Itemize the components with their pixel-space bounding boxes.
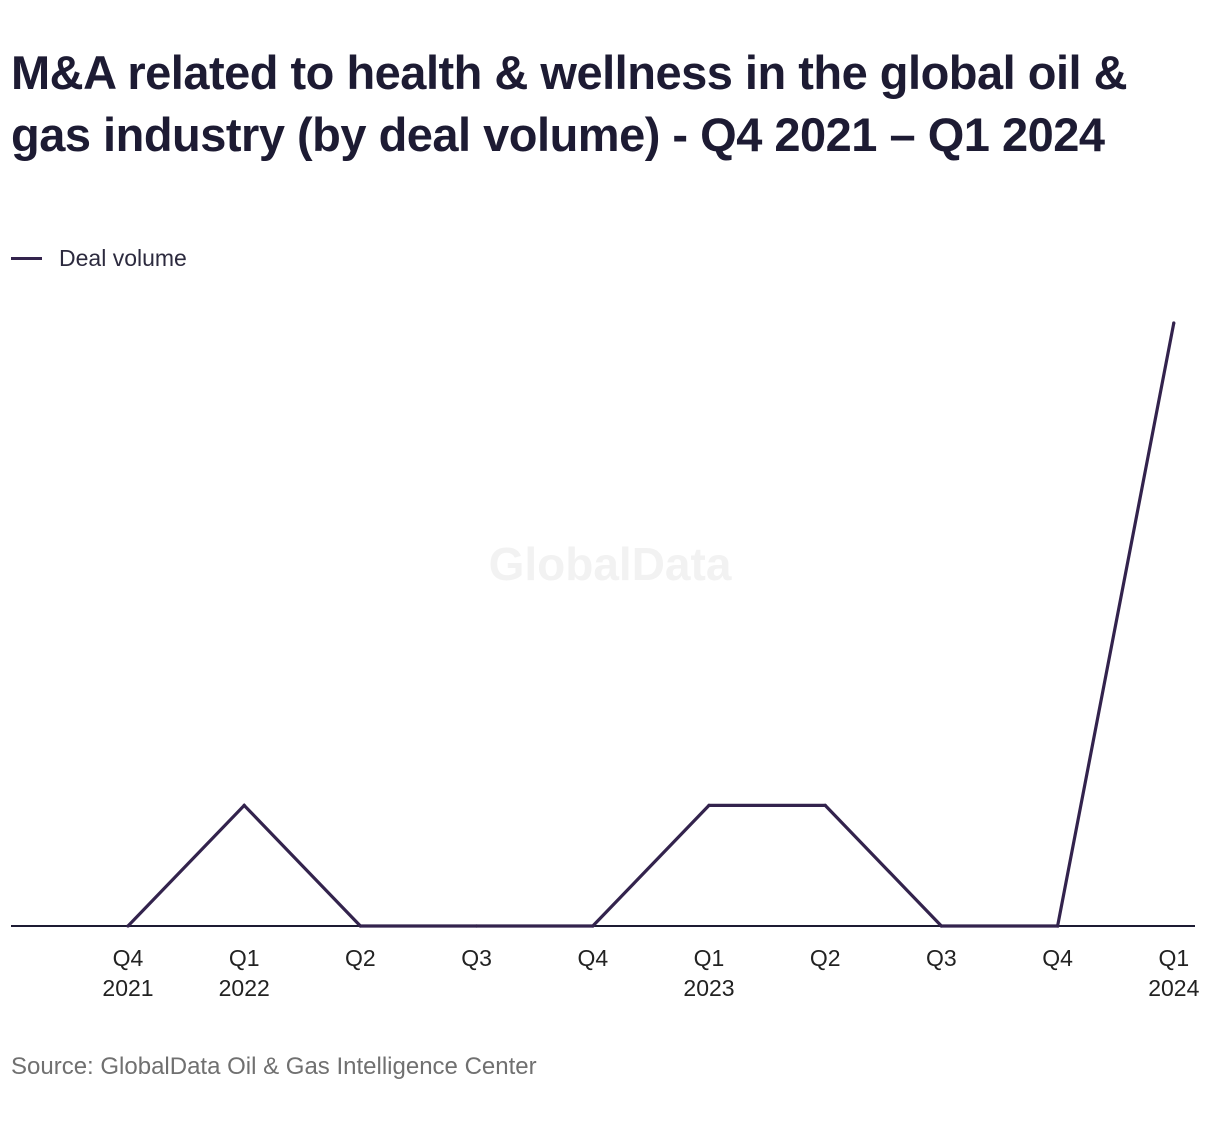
- data-point: [358, 924, 362, 928]
- legend-label: Deal volume: [59, 244, 187, 271]
- x-axis-ticks: Q4 2021 Q1 2022 Q2 Q3 Q4 Q1 2023 Q2 Q3 Q4 Q1 2024: [102, 945, 1199, 1001]
- source-note: Source: GlobalData Oil & Gas Intelligenc…: [11, 1053, 537, 1080]
- x-tick-label: Q1 2022: [219, 945, 270, 1001]
- x-tick-label: Q1 2024: [1148, 945, 1199, 1001]
- x-tick-label: Q2: [810, 945, 841, 971]
- x-tick-label: Q4: [577, 945, 608, 971]
- data-points: [126, 321, 1176, 928]
- legend-swatch: [11, 256, 42, 260]
- data-point: [475, 924, 479, 928]
- x-tick-label: Q1 2023: [683, 945, 734, 1001]
- x-tick-label: Q4: [1042, 945, 1073, 971]
- data-point: [126, 924, 130, 928]
- data-point: [1172, 321, 1176, 325]
- x-tick-label: Q3: [926, 945, 957, 971]
- data-point: [591, 924, 595, 928]
- legend: Deal volume: [11, 243, 187, 273]
- data-point: [939, 924, 944, 928]
- series-line-deal-volume: [126, 322, 1176, 928]
- x-tick-label: Q4 2021: [102, 945, 153, 1001]
- data-point: [242, 803, 246, 808]
- data-point: [707, 803, 711, 808]
- x-tick-label: Q3: [461, 945, 492, 971]
- chart-title: M&A related to health & wellness in the …: [11, 46, 1128, 161]
- watermark: GlobalData: [489, 538, 732, 590]
- data-point: [1056, 924, 1060, 928]
- data-point: [823, 803, 827, 808]
- x-tick-label: Q2: [345, 945, 376, 971]
